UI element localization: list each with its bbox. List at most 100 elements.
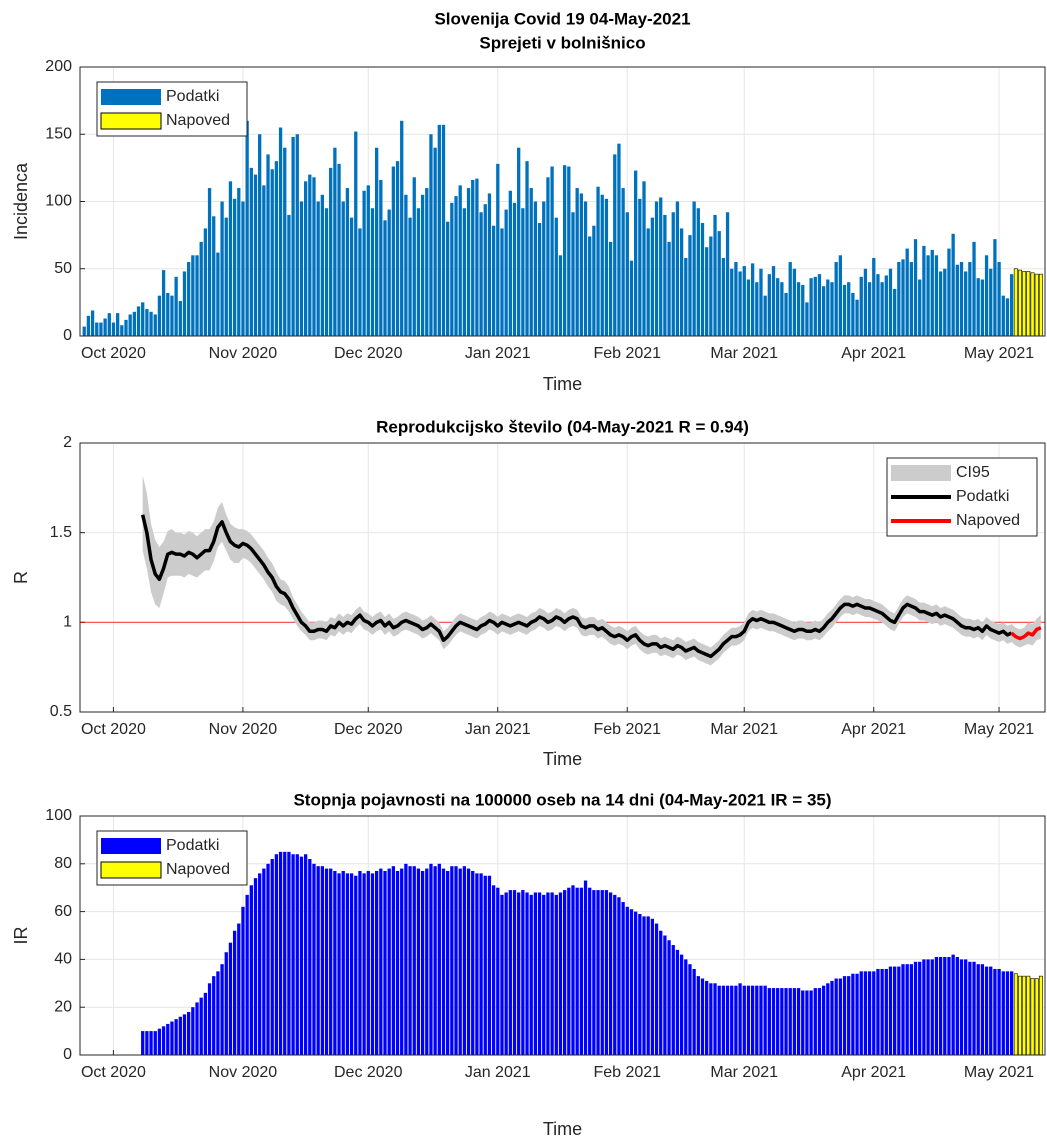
bar (249, 885, 253, 1055)
y-tick-label: 100 (45, 193, 72, 210)
bar (546, 177, 550, 336)
bar (86, 315, 91, 336)
bar (207, 188, 212, 336)
bar (713, 214, 717, 336)
bar (817, 274, 822, 336)
bar (228, 181, 233, 336)
bar (333, 870, 337, 1055)
legend-label: Podatki (956, 488, 1009, 505)
bar (270, 859, 274, 1055)
bar (709, 236, 713, 336)
bar (1001, 295, 1005, 336)
bar (542, 201, 546, 336)
bar (938, 957, 943, 1055)
bar (989, 268, 993, 336)
bar (107, 313, 111, 336)
bar (562, 165, 567, 336)
bar (562, 890, 567, 1055)
bar (688, 235, 692, 336)
bar (947, 248, 951, 336)
bar (625, 906, 629, 1055)
bar (634, 170, 638, 336)
bar (709, 983, 713, 1055)
bar (466, 188, 471, 336)
bar (266, 154, 270, 336)
bar (859, 276, 863, 336)
bar (984, 255, 989, 336)
bar (959, 262, 964, 336)
bar (232, 930, 237, 1055)
bar (1026, 975, 1031, 1056)
bar (370, 873, 375, 1055)
legend-label: Podatki (166, 837, 219, 854)
y-axis-label: IR (11, 926, 31, 944)
bar (684, 959, 688, 1055)
bar (909, 262, 914, 336)
bar (880, 282, 884, 336)
bar (253, 878, 258, 1055)
bar (934, 255, 939, 336)
bar (287, 214, 291, 336)
bar (446, 221, 450, 336)
bar (287, 851, 291, 1055)
bar (441, 124, 446, 337)
bar (358, 228, 362, 336)
bar (529, 894, 533, 1055)
bar (308, 174, 312, 336)
bar (909, 964, 914, 1055)
bar (103, 318, 107, 336)
bar (955, 264, 959, 336)
bar (517, 892, 521, 1055)
bar (1038, 975, 1043, 1056)
bar (968, 961, 972, 1055)
bar (813, 276, 817, 336)
data-line (1010, 626, 1042, 641)
bar (558, 892, 563, 1055)
bar (913, 239, 918, 336)
bar (688, 964, 692, 1055)
bar (161, 1026, 166, 1055)
y-tick-label: 150 (45, 125, 72, 142)
bar (938, 271, 943, 336)
bar (354, 875, 358, 1055)
bar (462, 866, 467, 1055)
bar (278, 127, 283, 337)
bar (136, 306, 141, 336)
bar (554, 894, 558, 1055)
bar (922, 959, 926, 1055)
x-tick-label: Feb 2021 (593, 345, 661, 362)
bar (788, 988, 792, 1055)
y-tick-label: 50 (54, 260, 72, 277)
bar (721, 985, 726, 1055)
bar (533, 892, 538, 1055)
bar (166, 292, 170, 336)
x-axis-label: Time (543, 1119, 582, 1139)
bar (521, 208, 525, 336)
bar (391, 866, 396, 1055)
bar (1018, 269, 1022, 337)
bar (341, 201, 345, 336)
bar (249, 167, 253, 336)
bar (537, 223, 542, 336)
bar (178, 301, 182, 336)
bar (358, 870, 362, 1055)
bar (504, 209, 508, 336)
bar (517, 147, 521, 336)
bar (483, 875, 487, 1055)
bar (141, 302, 145, 336)
bar (730, 985, 734, 1055)
bar (617, 897, 621, 1055)
bar (738, 271, 742, 336)
bar (174, 1019, 178, 1055)
bar (379, 868, 383, 1055)
x-tick-label: Dec 2020 (334, 1064, 403, 1081)
bar (308, 859, 312, 1055)
bar (638, 913, 642, 1055)
bar (462, 208, 467, 336)
bar (170, 1021, 174, 1055)
y-tick-label: 200 (45, 58, 72, 75)
bar (821, 286, 826, 336)
bar (475, 178, 479, 336)
bar (278, 851, 283, 1055)
bar (968, 262, 972, 336)
